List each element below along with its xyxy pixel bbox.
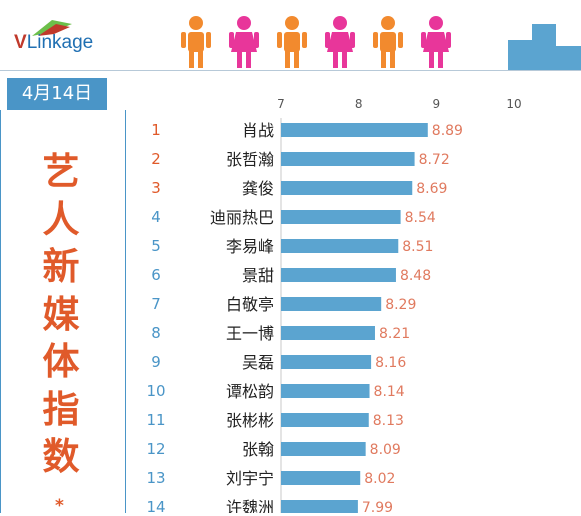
category-label: 龚俊 (242, 179, 274, 198)
title-char: 艺 (42, 150, 80, 193)
category-label: 肖战 (242, 121, 274, 140)
data-label: 8.21 (379, 326, 410, 342)
data-label: 8.09 (370, 442, 401, 458)
panel-border-left (0, 110, 1, 513)
data-label: 8.89 (432, 123, 463, 139)
data-label: 8.51 (402, 239, 433, 255)
x-tick-label: 8 (355, 97, 363, 111)
rank-label: 8 (151, 324, 161, 342)
podium-label: 3 (562, 27, 571, 46)
data-label: 8.02 (364, 471, 395, 487)
data-label: 8.69 (416, 181, 447, 197)
title-char: 数 (42, 435, 80, 478)
category-label: 景甜 (242, 266, 274, 285)
rank-label: 2 (151, 150, 161, 168)
female-person-icon (325, 16, 355, 68)
rank-label: 4 (151, 208, 161, 226)
bar (281, 413, 369, 427)
bar (281, 384, 370, 398)
bar (281, 471, 361, 485)
data-label: 8.72 (419, 152, 450, 168)
rank-label: 12 (146, 440, 165, 458)
bar (281, 181, 413, 195)
category-label: 张哲瀚 (226, 150, 274, 169)
rank-label: 6 (151, 266, 161, 284)
category-label: 李易峰 (226, 237, 274, 256)
people-icons (181, 16, 451, 68)
category-label: 王一博 (226, 324, 274, 343)
data-label: 8.14 (374, 384, 405, 400)
bar (281, 210, 401, 224)
panel-border-right (125, 110, 126, 513)
data-label: 8.54 (405, 210, 436, 226)
x-tick-label: 9 (433, 97, 441, 111)
category-label: 许魏洲 (226, 498, 274, 513)
male-person-icon (181, 16, 211, 68)
data-label: 7.99 (362, 500, 393, 513)
x-tick-label: 7 (277, 97, 285, 111)
header: VLinkage 2 1 3 (0, 0, 581, 70)
rank-label: 10 (146, 382, 165, 400)
category-label: 白敬亭 (226, 295, 274, 314)
bar (281, 268, 396, 282)
bar (281, 123, 428, 137)
rank-label: 14 (146, 498, 165, 513)
female-person-icon (421, 16, 451, 68)
bar (281, 297, 382, 311)
title-char: 媒 (42, 292, 80, 336)
category-label: 张翰 (242, 440, 274, 459)
x-tick-label: 10 (506, 97, 521, 111)
header-divider (0, 70, 581, 71)
bar (281, 326, 375, 340)
title-char: 新 (42, 245, 80, 288)
rank-label: 11 (146, 411, 165, 429)
rank-label: 5 (151, 237, 161, 255)
category-label: 谭松韵 (226, 382, 274, 401)
bar (281, 500, 358, 513)
rank-label: 7 (151, 295, 161, 313)
rank-label: 13 (146, 469, 165, 487)
rank-label: 3 (151, 179, 161, 197)
title-char: 人 (42, 197, 80, 241)
data-label: 8.16 (375, 355, 406, 371)
rank-label: 9 (151, 353, 161, 371)
bar (281, 442, 366, 456)
ranking-chart: 7 8 9 10 1 肖战 8.89 2 张哲瀚 8.72 3 龚俊 8.69 4 迪丽热巴 8.54 5 李易峰… (146, 97, 522, 513)
bar (281, 239, 399, 253)
female-person-icon (229, 16, 259, 68)
category-label: 刘宇宁 (226, 469, 274, 488)
male-person-icon (373, 16, 403, 68)
podium-label: 1 (538, 14, 547, 27)
podium-label: 2 (514, 21, 523, 40)
title-char: 指 (42, 387, 80, 431)
rank-label: 1 (151, 121, 161, 139)
podium-icon: 2 1 3 (508, 14, 581, 70)
category-label: 迪丽热巴 (210, 208, 274, 227)
data-label: 8.48 (400, 268, 431, 284)
footnote-asterisk: * (55, 496, 64, 516)
bar (281, 355, 372, 369)
category-label: 张彬彬 (226, 411, 274, 430)
page-title: 艺人新媒体指数 (39, 148, 83, 481)
logo-flag-icon (32, 20, 72, 36)
category-label: 吴磊 (242, 353, 274, 372)
date-badge: 4月14日 (7, 78, 107, 110)
male-person-icon (277, 16, 307, 68)
logo: VLinkage (14, 32, 94, 53)
title-char: 体 (42, 340, 80, 383)
data-label: 8.13 (373, 413, 404, 429)
bar (281, 152, 415, 166)
data-label: 8.29 (385, 297, 416, 313)
